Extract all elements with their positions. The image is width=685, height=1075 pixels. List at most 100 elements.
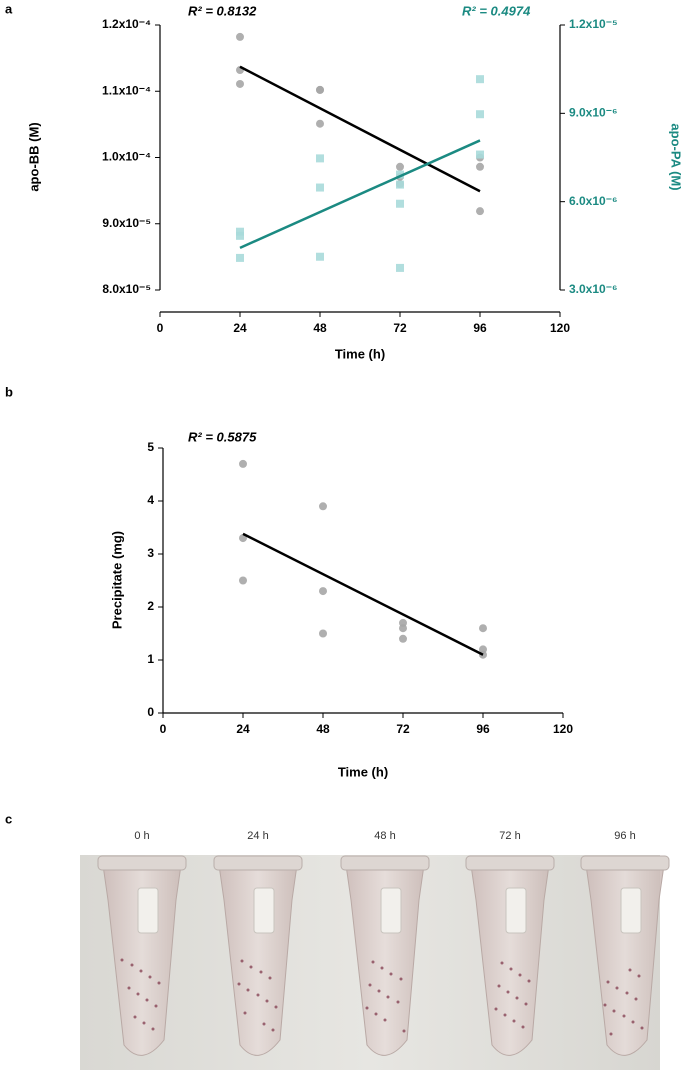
x-tick-label: 120 [553, 722, 573, 736]
y-tick-label: 1 [147, 652, 154, 666]
y2-axis-label: apo-PA (M) [669, 123, 684, 190]
speck [145, 998, 149, 1002]
speck [148, 975, 152, 979]
speck [243, 1011, 247, 1015]
point [396, 170, 404, 179]
point [316, 119, 324, 128]
point [236, 227, 244, 236]
point [319, 587, 327, 596]
y2-tick-label: 3.0x10⁻⁶ [569, 282, 618, 296]
speck [509, 967, 513, 971]
speck [136, 992, 140, 996]
y-axis-label: apo-BB (M) [26, 122, 41, 191]
speck [380, 966, 384, 970]
point [316, 85, 324, 94]
speck [527, 979, 531, 983]
speck [518, 973, 522, 977]
point [396, 180, 404, 189]
speck [249, 965, 253, 969]
speck [127, 986, 131, 990]
photo-label: 96 h [614, 830, 635, 842]
speck [402, 1029, 406, 1033]
y-tick-label: 4 [147, 493, 154, 507]
speck [130, 963, 134, 967]
x-tick-label: 48 [313, 321, 327, 335]
y-axis-label: Precipitate (mg) [109, 531, 124, 629]
speck [386, 995, 390, 999]
speck [606, 980, 610, 984]
point [316, 183, 324, 192]
point [236, 79, 244, 88]
point [396, 263, 404, 272]
point [399, 634, 407, 643]
speck [396, 1000, 400, 1004]
x-tick-label: 0 [157, 321, 164, 335]
x-tick-label: 24 [236, 722, 250, 736]
speck [500, 961, 504, 965]
speck [262, 1022, 266, 1026]
tube-tab [253, 887, 275, 934]
speck [497, 984, 501, 988]
tube [469, 857, 551, 1056]
x-tick-label: 48 [316, 722, 330, 736]
x-tick-label: 72 [396, 722, 410, 736]
speck [512, 1019, 516, 1023]
point [476, 207, 484, 216]
speck [609, 1032, 613, 1036]
x-axis-label: Time (h) [335, 346, 385, 361]
speck [256, 993, 260, 997]
tube-rim [580, 855, 670, 871]
tube-rim [340, 855, 430, 871]
fit-line [242, 532, 484, 656]
speck [521, 1025, 525, 1029]
y-tick-label: 0 [147, 705, 154, 719]
panel-label: c [5, 811, 12, 826]
tube [101, 857, 183, 1056]
speck [503, 1013, 507, 1017]
y2-tick-label: 1.2x10⁻⁵ [569, 17, 618, 31]
x-tick-label: 0 [160, 722, 167, 736]
point [236, 253, 244, 262]
y-tick-label: 8.0x10⁻⁵ [102, 282, 151, 296]
tube [217, 857, 299, 1056]
tube-rim [465, 855, 555, 871]
photo-label: 72 h [499, 830, 520, 842]
speck [631, 1020, 635, 1024]
point [319, 502, 327, 511]
speck [524, 1002, 528, 1006]
point [396, 199, 404, 208]
speck [240, 959, 244, 963]
y-tick-label: 1.2x10⁻⁴ [102, 17, 151, 31]
fit-line [239, 65, 481, 193]
point [239, 459, 247, 468]
speck [151, 1027, 155, 1031]
x-axis-label: Time (h) [338, 764, 388, 779]
r2-annotation: R² = 0.4974 [462, 3, 531, 18]
tube-tab [505, 887, 527, 934]
speck [603, 1003, 607, 1007]
tube-tab [620, 887, 642, 934]
x-tick-label: 96 [476, 722, 490, 736]
y-tick-label: 9.0x10⁻⁵ [102, 216, 151, 230]
point [396, 162, 404, 171]
speck [622, 1014, 626, 1018]
photo-label: 48 h [374, 830, 395, 842]
speck [271, 1028, 275, 1032]
speck [265, 999, 269, 1003]
speck [383, 1018, 387, 1022]
tube-rim [97, 855, 187, 871]
y-tick-label: 3 [147, 546, 154, 560]
speck [246, 988, 250, 992]
panel-label: a [5, 1, 13, 16]
speck [506, 990, 510, 994]
speck [259, 970, 263, 974]
speck [625, 991, 629, 995]
speck [377, 989, 381, 993]
point [399, 624, 407, 633]
point [236, 32, 244, 41]
x-tick-label: 120 [550, 321, 570, 335]
point [476, 150, 484, 159]
speck [365, 1006, 369, 1010]
speck [139, 969, 143, 973]
y-tick-label: 1.1x10⁻⁴ [102, 83, 151, 97]
